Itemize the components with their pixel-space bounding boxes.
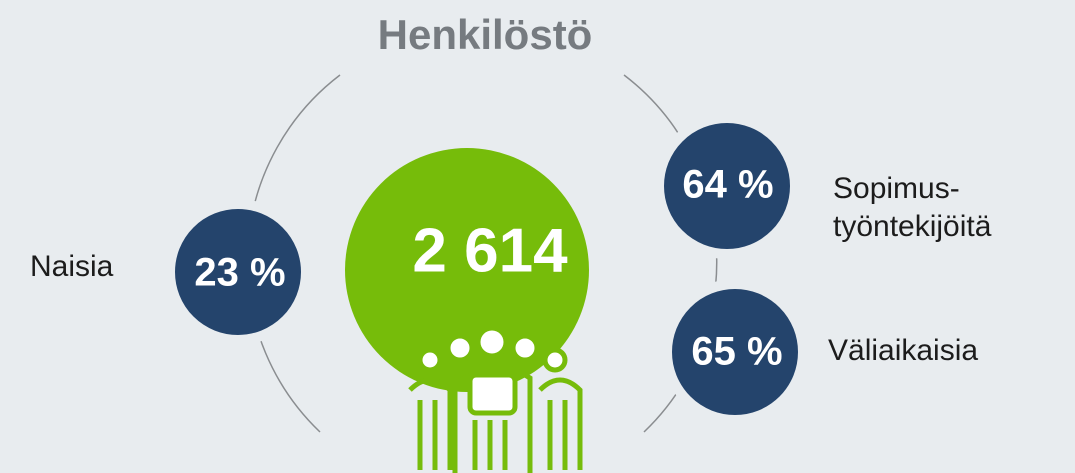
stat-value: 64 %	[682, 163, 773, 207]
stat-label: Naisia	[30, 250, 114, 283]
total-value: 2 614	[412, 216, 568, 285]
stat-value: 23 %	[194, 251, 285, 295]
stat-label: työntekijöitä	[833, 210, 992, 243]
stat-label: Väliaikaisia	[828, 334, 978, 367]
stat-value: 65 %	[691, 330, 782, 374]
title: Henkilöstö	[378, 11, 593, 58]
stat-circle	[165, 199, 311, 345]
total-circle	[345, 148, 589, 392]
stat-circle	[662, 279, 808, 425]
people-icon	[408, 325, 583, 473]
stat-circle	[654, 113, 800, 259]
stat-label: Sopimus-	[833, 172, 960, 205]
